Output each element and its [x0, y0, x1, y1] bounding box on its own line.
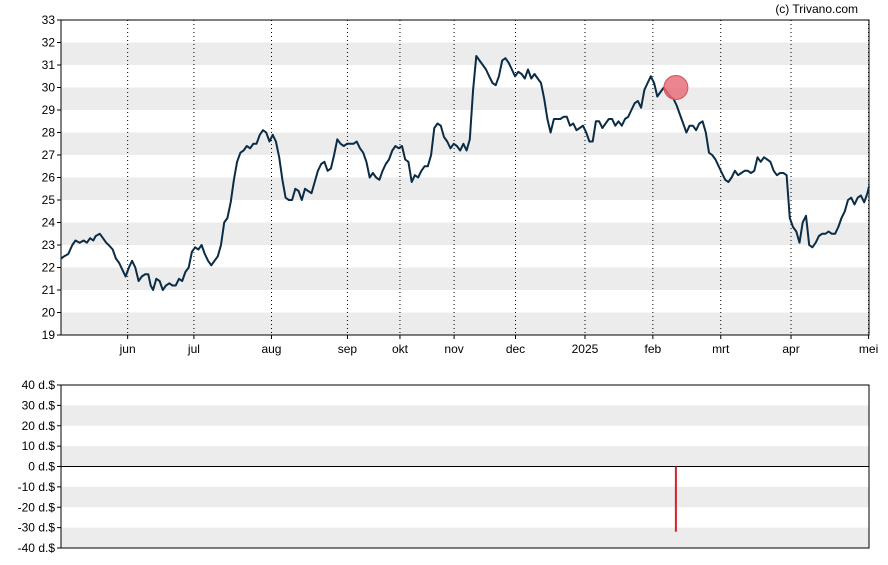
dividend-grid-band [61, 446, 869, 467]
price-y-tick-label: 32 [42, 36, 56, 50]
price-x-tick-label: 2025 [572, 342, 599, 356]
price-grid-band [61, 222, 869, 245]
price-y-tick-label: 19 [42, 328, 56, 342]
price-x-tick-label: feb [645, 342, 662, 356]
price-y-tick-label: 29 [42, 103, 56, 117]
dividend-marker-dot [663, 75, 689, 100]
price-grid-band [61, 87, 869, 110]
price-grid-bands [61, 42, 869, 335]
price-y-tick-label: 26 [42, 171, 56, 185]
price-grid-band [61, 132, 869, 155]
dividend-y-tick-label: 0 d.$ [28, 460, 55, 474]
price-x-tick-label: aug [261, 342, 281, 356]
dividend-y-tick-label: -30 d.$ [18, 521, 56, 535]
price-y-axis: 19 20 21 22 23 24 25 26 27 28 29 30 31 32 33 [42, 13, 61, 342]
dividend-grid-band [61, 405, 869, 426]
dividend-grid-band [61, 486, 869, 508]
dividend-y-tick-label: -40 d.$ [18, 541, 56, 555]
dividend-y-tick-label: -20 d.$ [18, 500, 56, 514]
price-x-tick-label: jun [119, 342, 136, 356]
price-series-line [60, 55, 870, 291]
price-y-tick-label: 31 [42, 58, 56, 72]
price-y-tick-label: 20 [42, 306, 56, 320]
dividend-y-axis: 40 d.$ 30 d.$ 20 d.$ 10 d.$ 0 d.$ -10 d.$ -20 … [18, 378, 61, 555]
price-y-tick-label: 25 [42, 193, 56, 207]
price-x-tick-label: jul [187, 342, 200, 356]
price-y-tick-label: 33 [42, 13, 56, 27]
price-x-tick-label: apr [782, 342, 799, 356]
price-x-tick-label: okt [392, 342, 409, 356]
dividend-y-tick-label: -10 d.$ [18, 480, 56, 494]
price-x-tick-label: mei [859, 342, 878, 356]
price-y-tick-label: 27 [42, 148, 56, 162]
dividend-y-tick-label: 30 d.$ [22, 398, 56, 412]
copyright-label: (c) Trivano.com [775, 2, 858, 16]
price-grid-band [61, 42, 869, 65]
price-y-tick-label: 30 [42, 81, 56, 95]
price-y-tick-label: 21 [42, 283, 56, 297]
dividend-y-tick-label: 10 d.$ [22, 439, 56, 453]
price-y-tick-label: 23 [42, 238, 56, 252]
price-x-tick-label: nov [444, 342, 463, 356]
price-x-tick-label: sep [338, 342, 358, 356]
dividend-grid-bands [61, 405, 869, 548]
price-y-tick-label: 24 [42, 216, 56, 230]
price-x-tick-label: dec [506, 342, 525, 356]
price-y-tick-label: 28 [42, 126, 56, 140]
price-grid-band [61, 267, 869, 290]
dividend-grid-band [61, 527, 869, 548]
dividend-y-tick-label: 40 d.$ [22, 378, 56, 392]
price-x-tick-label: mrt [712, 342, 730, 356]
price-x-axis: jun jul aug sep okt nov dec 2025 feb mrt apr mei [119, 335, 878, 356]
price-grid-band [61, 177, 869, 200]
dividend-y-tick-label: 20 d.$ [22, 419, 56, 433]
price-grid-band [61, 312, 869, 335]
price-y-tick-label: 22 [42, 261, 56, 275]
